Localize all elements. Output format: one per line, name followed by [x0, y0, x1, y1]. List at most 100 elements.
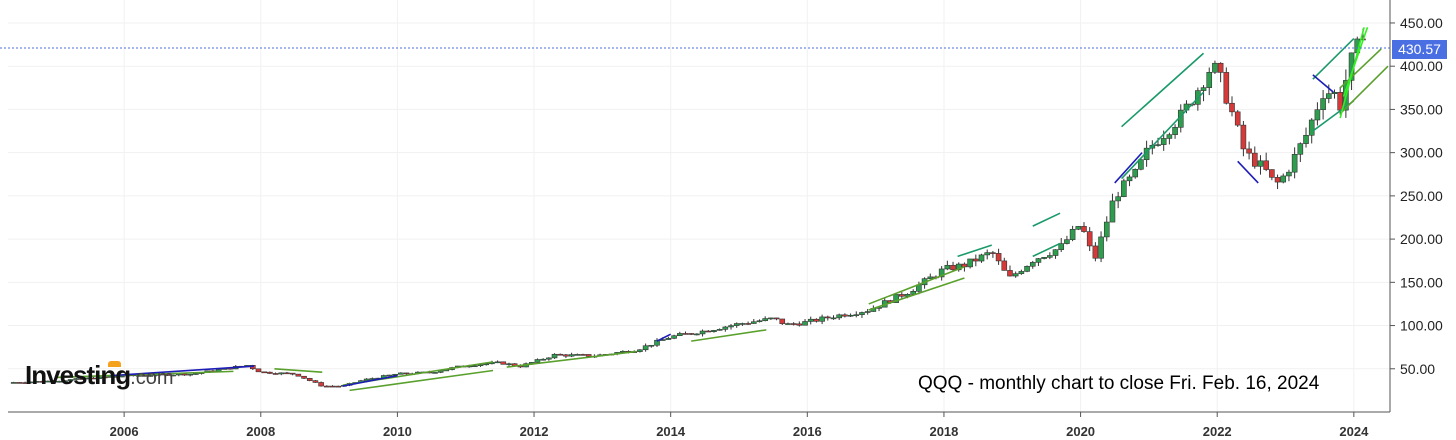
trend-line — [957, 244, 993, 258]
candle — [1115, 191, 1121, 209]
candle — [27, 381, 34, 384]
candle — [90, 376, 97, 380]
candle — [67, 379, 74, 381]
candle — [369, 377, 376, 380]
candle — [403, 372, 410, 375]
candle — [984, 249, 991, 260]
trend-line — [110, 365, 254, 377]
candle — [671, 334, 677, 340]
candle — [1098, 231, 1104, 263]
candle — [1047, 252, 1053, 260]
candle — [301, 375, 307, 380]
candle — [642, 343, 649, 352]
candle — [768, 317, 774, 321]
x-tick-label: 2020 — [1066, 424, 1095, 439]
candle — [1081, 222, 1087, 233]
candle — [546, 357, 552, 361]
candle — [688, 333, 694, 336]
x-tick-label: 2024 — [1339, 424, 1369, 439]
candle — [1126, 174, 1133, 187]
candle — [1109, 193, 1116, 223]
trend-line — [1339, 65, 1389, 115]
x-tick-label: 2012 — [520, 424, 549, 439]
candle — [847, 313, 854, 318]
candle — [779, 318, 786, 326]
y-tick-label: 100.00 — [1400, 318, 1443, 334]
trend-line — [1312, 100, 1355, 132]
candle — [1132, 168, 1139, 179]
candle — [500, 361, 507, 365]
trend-line — [1120, 91, 1205, 180]
trend-line — [691, 329, 767, 342]
candle — [665, 336, 672, 340]
candle — [289, 372, 296, 376]
candle — [967, 258, 973, 269]
candle — [1212, 60, 1218, 75]
candle — [1251, 146, 1258, 169]
candle — [1291, 147, 1298, 179]
grid-lines — [8, 0, 1390, 412]
candle — [540, 358, 546, 361]
candle — [50, 380, 57, 383]
candle — [648, 344, 655, 348]
candle — [1138, 158, 1144, 171]
y-tick-label: 200.00 — [1400, 231, 1443, 247]
candle — [1320, 89, 1326, 120]
candle — [637, 349, 643, 353]
candle — [1075, 225, 1082, 231]
candle — [568, 352, 575, 358]
candle — [1121, 178, 1127, 198]
logo-dotcom: .com — [130, 367, 174, 389]
candle — [96, 376, 102, 380]
candle — [944, 260, 951, 271]
candle — [10, 381, 17, 384]
candle — [1280, 173, 1287, 184]
candle — [187, 373, 193, 377]
candle — [899, 292, 905, 299]
candle — [1069, 225, 1076, 242]
candle — [551, 353, 558, 359]
candle — [1206, 67, 1213, 96]
trend-line — [342, 374, 398, 387]
candle — [73, 378, 80, 380]
candle — [170, 374, 176, 377]
candle — [1007, 265, 1013, 277]
candle — [699, 329, 706, 337]
candle — [711, 329, 717, 333]
x-tick-label: 2006 — [110, 424, 139, 439]
candle — [113, 376, 119, 378]
candle — [255, 368, 262, 373]
candlestick-series — [10, 28, 1366, 388]
candle — [1029, 260, 1036, 269]
candle — [1064, 235, 1070, 245]
candle — [494, 360, 501, 364]
candle — [796, 321, 803, 327]
candle — [995, 248, 1002, 265]
candle — [1035, 257, 1042, 266]
trend-line — [656, 333, 672, 342]
y-tick-label: 450.00 — [1400, 15, 1443, 31]
candle — [990, 250, 996, 258]
candle — [272, 372, 279, 375]
candle — [1166, 132, 1173, 145]
candle — [1297, 142, 1304, 163]
candle — [335, 385, 341, 388]
candle — [716, 328, 723, 331]
candle — [16, 381, 23, 384]
candle — [363, 378, 370, 382]
candle — [728, 324, 734, 330]
y-tick-label: 250.00 — [1400, 188, 1443, 204]
candle — [1103, 216, 1110, 242]
candle — [830, 315, 837, 320]
y-tick-label: 150.00 — [1400, 274, 1443, 290]
candle — [756, 319, 763, 323]
trend-line — [868, 277, 965, 311]
candle — [1269, 169, 1275, 181]
candle — [56, 380, 63, 383]
candle — [1024, 265, 1030, 273]
candle — [1274, 174, 1281, 190]
candle — [318, 381, 324, 387]
candle — [733, 322, 740, 328]
candle — [813, 318, 820, 323]
candle — [79, 378, 85, 380]
